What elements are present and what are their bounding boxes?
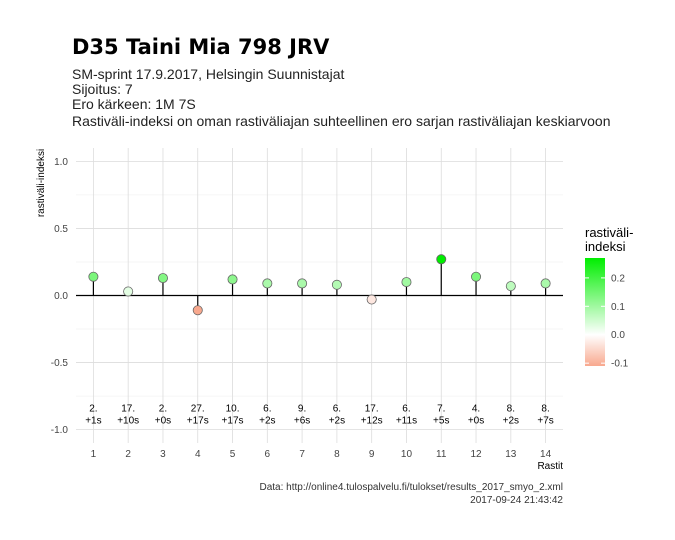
legend-colorbar [585, 258, 605, 366]
x-axis-title: Rastit [537, 461, 563, 472]
rank-label: 8. [507, 403, 515, 414]
rank-label: 2. [159, 403, 167, 414]
rank-label: 17. [121, 403, 135, 414]
x-tick-label: 8 [334, 449, 340, 460]
rank-label: 9. [298, 403, 306, 414]
x-tick-label: 11 [436, 449, 447, 460]
legend-tick-label: 0.0 [611, 330, 625, 341]
time-diff-label: +5s [433, 415, 449, 426]
rank-label: 2. [89, 403, 97, 414]
rank-label: 27. [191, 403, 205, 414]
legend-tick-label: 0.2 [611, 273, 625, 284]
rank-label: 6. [333, 403, 341, 414]
rank-label: 10. [226, 403, 240, 414]
x-tick-label: 2 [125, 449, 131, 460]
y-tick-label: 1.0 [54, 157, 68, 168]
time-diff-label: +0s [155, 415, 171, 426]
legend-tick-label: -0.1 [611, 359, 629, 370]
x-tick-label: 3 [160, 449, 166, 460]
x-tick-label: 1 [91, 449, 97, 460]
time-diff-label: +2s [503, 415, 519, 426]
time-diff-label: +17s [187, 415, 209, 426]
rank-label: 8. [541, 403, 549, 414]
time-diff-label: +1s [85, 415, 101, 426]
data-point [262, 278, 273, 289]
data-point [157, 273, 168, 284]
x-tick-label: 6 [265, 449, 271, 460]
data-point [88, 271, 99, 282]
time-diff-label: +11s [396, 415, 417, 426]
time-diff-label: +7s [537, 415, 553, 426]
rank-label: 6. [263, 403, 271, 414]
data-point [366, 294, 377, 305]
rank-label: 4. [472, 403, 480, 414]
subtitle-line-3: Ero kärkeen: 1M 7S [72, 96, 196, 112]
time-diff-label: +6s [294, 415, 310, 426]
time-diff-label: +2s [259, 415, 275, 426]
y-tick-label: 0.0 [54, 291, 68, 302]
x-tick-label: 12 [470, 449, 482, 460]
chart-title: D35 Taini Mia 798 JRV [72, 35, 330, 59]
time-diff-label: +0s [468, 415, 484, 426]
time-diff-label: +17s [222, 415, 244, 426]
x-tick-label: 4 [195, 449, 201, 460]
time-diff-label: +12s [361, 415, 383, 426]
y-axis-title: rastiväli-indeksi [36, 149, 47, 217]
data-point [123, 286, 134, 297]
legend-title-line-2: indeksi [585, 239, 626, 254]
data-point [192, 305, 203, 316]
data-point [401, 277, 412, 288]
x-tick-label: 7 [299, 449, 305, 460]
subtitle-line-4: Rastiväli-indeksi on oman rastiväliajan … [72, 113, 611, 129]
subtitle-line-1: SM-sprint 17.9.2017, Helsingin Suunnista… [72, 66, 344, 82]
data-point [297, 278, 308, 289]
subtitle-line-2: Sijoitus: 7 [72, 81, 133, 97]
legend-title-line-1: rastiväli- [585, 225, 633, 240]
data-point [505, 281, 516, 292]
y-tick-label: -1.0 [51, 425, 69, 436]
data-point [471, 271, 482, 282]
y-tick-label: -0.5 [51, 358, 69, 369]
rank-label: 17. [365, 403, 379, 414]
time-diff-label: +2s [329, 415, 345, 426]
rank-label: 6. [402, 403, 410, 414]
x-tick-label: 9 [369, 449, 375, 460]
x-tick-label: 10 [401, 449, 413, 460]
data-point [436, 254, 447, 265]
x-tick-label: 5 [230, 449, 236, 460]
data-point [331, 279, 342, 290]
y-tick-label: 0.5 [54, 224, 68, 235]
time-diff-label: +10s [117, 415, 139, 426]
x-tick-label: 14 [540, 449, 552, 460]
caption-source: Data: http://online4.tulospalvelu.fi/tul… [259, 482, 563, 493]
data-point [227, 274, 238, 285]
rank-label: 7. [437, 403, 445, 414]
color-legend: rastiväli- indeksi 0.2 0.1 0.0 -0.1 [585, 225, 633, 370]
x-tick-label: 13 [505, 449, 517, 460]
legend-tick-label: 0.1 [611, 302, 625, 313]
data-point [540, 278, 551, 289]
caption-timestamp: 2017-09-24 21:43:42 [470, 495, 563, 506]
plot-area: -1.0-0.50.00.51.01 2 3 4 5 6 7 8 9 10 11 12 13 142.+1… [51, 148, 563, 460]
